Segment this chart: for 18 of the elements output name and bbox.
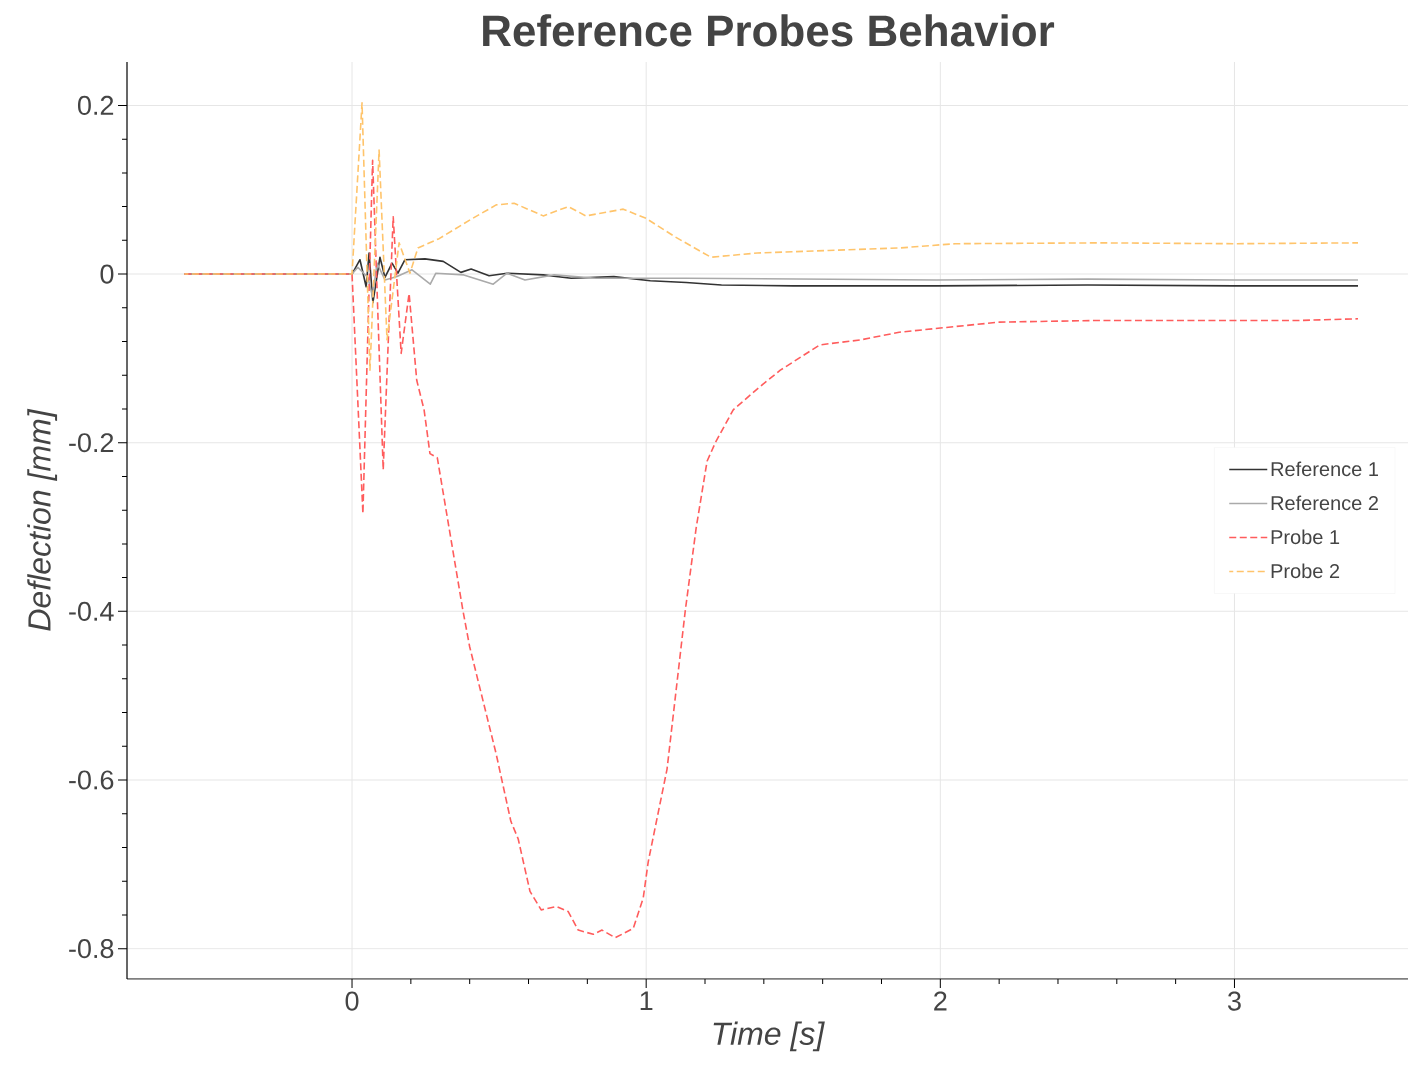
- x-tick-label: 0: [345, 991, 359, 1011]
- x-axis-title: Time [s]: [713, 1021, 825, 1052]
- legend-label: Probe 2: [1271, 563, 1340, 579]
- y-tick-label: -0.4: [69, 601, 114, 621]
- chart-title: Reference Probes Behavior: [483, 14, 1055, 47]
- y-tick-label: -0.8: [69, 939, 114, 959]
- x-tick-label: 3: [1227, 991, 1241, 1011]
- legend-label: Probe 1: [1271, 529, 1340, 545]
- y-axis-title: Deflection [mm]: [27, 408, 58, 631]
- y-tick-label: 0.2: [77, 95, 114, 115]
- y-tick-label: 0: [100, 264, 114, 284]
- line-series: [183, 102, 1359, 371]
- x-tick-label: 2: [934, 991, 947, 1011]
- y-tick-label: -0.2: [69, 433, 114, 453]
- legend-label: Reference 1: [1271, 461, 1378, 477]
- y-tick-label: -0.6: [69, 770, 114, 790]
- legend-label: Reference 2: [1271, 495, 1378, 511]
- x-tick-label: 1: [640, 991, 653, 1011]
